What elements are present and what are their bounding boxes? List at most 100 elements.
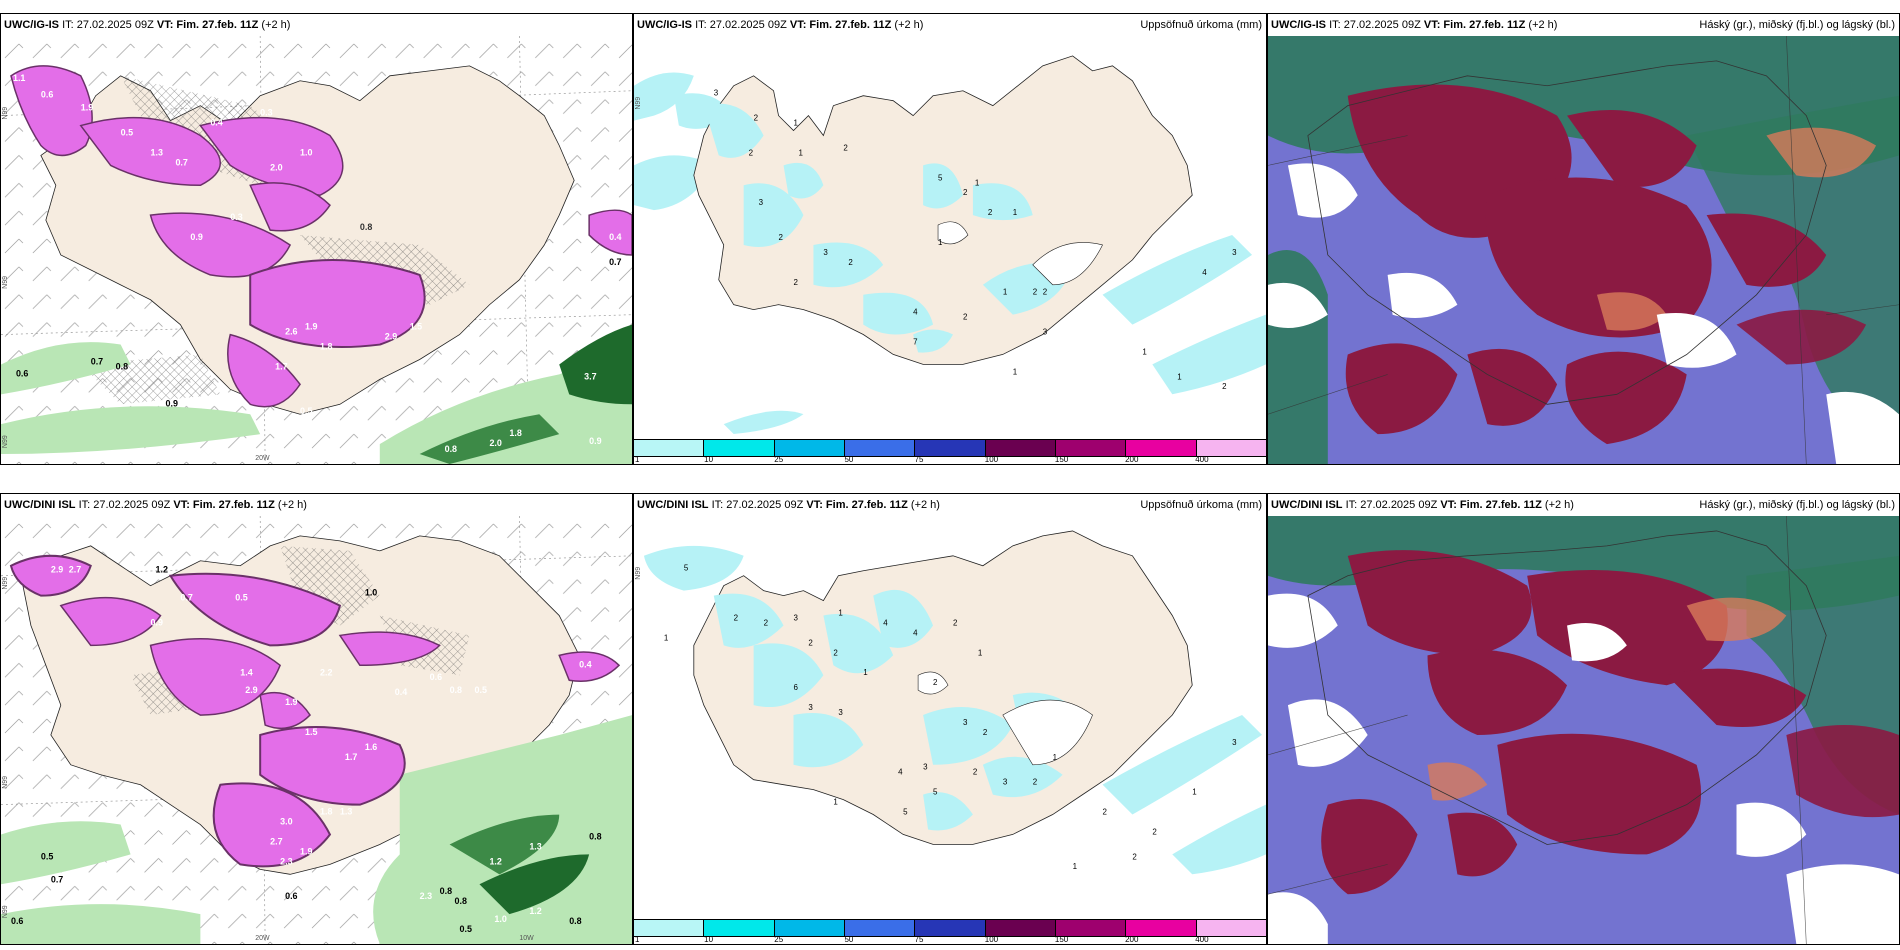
header-offset: (+2 h) bbox=[277, 499, 307, 511]
header-vt: Fim. 27.feb. 11Z bbox=[1443, 19, 1526, 31]
header-vt-label: VT: bbox=[156, 19, 174, 31]
value-label: 3 bbox=[714, 89, 719, 98]
value-label: 0.5 bbox=[460, 924, 472, 934]
value-label: 2.6 bbox=[285, 327, 297, 337]
lat-label: N99 bbox=[2, 905, 9, 918]
value-label: 0.7 bbox=[51, 874, 63, 884]
colorbar-label: 150 bbox=[1054, 455, 1069, 464]
value-label: 2.3 bbox=[280, 856, 292, 866]
value-label: 3 bbox=[923, 763, 928, 772]
header-title: Uppsöfnuð úrkoma (mm) bbox=[1140, 19, 1262, 31]
cloud-map-svg bbox=[1268, 36, 1899, 464]
value-label: 1 bbox=[793, 119, 798, 128]
value-label: 0.8 bbox=[116, 361, 128, 371]
value-label: 1.5 bbox=[305, 727, 317, 737]
colorbar-cell bbox=[774, 440, 845, 456]
colorbar-cell bbox=[1055, 440, 1127, 456]
value-label: 7 bbox=[913, 337, 918, 346]
lat-label: N99 bbox=[2, 577, 9, 590]
value-label: 1 bbox=[1053, 753, 1058, 762]
colorbar-cell bbox=[1126, 440, 1197, 456]
header-model: UWC/DINI ISL bbox=[4, 499, 76, 511]
value-label: 1 bbox=[798, 148, 803, 157]
panel-header: UWC/DINI ISL IT: 27.02.2025 09Z VT: Fim.… bbox=[1, 494, 632, 516]
header-it: IT: 27.02.2025 09Z bbox=[711, 499, 804, 511]
value-label: 1 bbox=[1073, 862, 1078, 871]
colorbar-label: 75 bbox=[914, 455, 924, 464]
panel-header: UWC/IG-IS IT: 27.02.2025 09Z VT: Fim. 27… bbox=[1268, 14, 1899, 36]
accum-map: 5 2 1 2 3 2 1 6 3 4 2 1 3 4 2 1 2 3 5 2 bbox=[634, 516, 1266, 920]
value-label: 0.4 bbox=[609, 232, 621, 242]
iceland-land bbox=[693, 55, 1193, 365]
precip-map: 2.9 2.7 1.2 1.0 0.7 0.5 1.4 2.9 1.9 2.2 … bbox=[1, 516, 632, 944]
value-label: 0.5 bbox=[474, 685, 486, 695]
colorbar-label: 50 bbox=[844, 455, 854, 464]
value-label: 2 bbox=[749, 148, 754, 157]
value-label: 1.7 bbox=[275, 361, 287, 371]
cloud-map bbox=[1268, 36, 1899, 464]
colorbar-label: 400 bbox=[1195, 455, 1209, 464]
header-model: UWC/DINI ISL bbox=[637, 499, 709, 511]
value-label: 1.2 bbox=[489, 856, 501, 866]
value-label: 1 bbox=[938, 238, 943, 247]
value-label: 4 bbox=[913, 308, 918, 317]
value-label: 0.6 bbox=[41, 90, 53, 100]
value-label: 2 bbox=[833, 648, 838, 657]
value-label: 1.9 bbox=[285, 697, 297, 707]
colorbar-label: 200 bbox=[1125, 935, 1139, 944]
value-label: 3 bbox=[759, 198, 764, 207]
colorbar-label: 200 bbox=[1125, 455, 1139, 464]
value-label: 1.3 bbox=[340, 807, 352, 817]
value-label: 0.3 bbox=[260, 108, 272, 118]
value-label: 3 bbox=[793, 613, 798, 622]
header-vt-label: VT: bbox=[173, 499, 190, 511]
colorbar-cell bbox=[634, 920, 705, 936]
value-label: 1.5 bbox=[410, 322, 422, 332]
header-model: UWC/IG-IS bbox=[637, 19, 692, 31]
value-label: 5 bbox=[903, 808, 908, 817]
colorbar-label: 100 bbox=[984, 935, 999, 944]
header-offset: (+2 h) bbox=[910, 499, 940, 511]
value-label: 5 bbox=[684, 564, 689, 573]
lon-label: 20W bbox=[255, 455, 270, 462]
header-title: Háský (gr.), miðský (fj.bl.) og lágský (… bbox=[1699, 19, 1895, 31]
value-label: 2.7 bbox=[69, 565, 81, 575]
colorbar-cell bbox=[704, 440, 775, 456]
panel-header: UWC/DINI ISL IT: 27.02.2025 09Z VT: Fim.… bbox=[634, 494, 1266, 516]
panel-ig-accum: UWC/IG-IS IT: 27.02.2025 09Z VT: Fim. 27… bbox=[633, 13, 1267, 465]
lat-label: N99 bbox=[2, 107, 9, 120]
header-it: IT: 27.02.2025 09Z bbox=[1329, 19, 1421, 31]
header-vt-label: VT: bbox=[806, 499, 823, 511]
value-label: 2 bbox=[1043, 288, 1048, 297]
value-label: 2.9 bbox=[51, 565, 63, 575]
value-label: 1.2 bbox=[529, 906, 541, 916]
value-label: 0.7 bbox=[91, 356, 103, 366]
value-label: 1 bbox=[975, 178, 980, 187]
colorbar-cell bbox=[1126, 920, 1197, 936]
value-label: 2 bbox=[1152, 827, 1157, 836]
value-label: 1.9 bbox=[305, 322, 317, 332]
header-vt: Fim. 27.feb. 11Z bbox=[192, 499, 275, 511]
colorbar-label: 150 bbox=[1054, 935, 1069, 944]
value-label: 2.0 bbox=[270, 162, 282, 172]
value-label: 1.7 bbox=[345, 752, 357, 762]
value-label: 0.7 bbox=[175, 157, 187, 167]
lat-label: N99 bbox=[2, 435, 9, 448]
value-label: 2 bbox=[963, 188, 968, 197]
colorbar-label: 25 bbox=[774, 935, 784, 944]
value-label: 1.4 bbox=[240, 667, 252, 677]
panel-header: UWC/IG-IS IT: 27.02.2025 09Z VT: Fim. 27… bbox=[1, 14, 632, 36]
value-label: 2 bbox=[1222, 382, 1227, 391]
value-label: 0.7 bbox=[180, 593, 192, 603]
value-label: 2 bbox=[843, 143, 848, 152]
value-label: 2 bbox=[848, 258, 853, 267]
value-label: 1 bbox=[833, 798, 838, 807]
header-title: Uppsöfnuð úrkoma (mm) bbox=[1140, 499, 1262, 511]
value-label: 2 bbox=[1103, 808, 1108, 817]
value-label: 0.5 bbox=[121, 128, 133, 138]
value-label: 0.9 bbox=[589, 436, 601, 446]
value-label: 3 bbox=[1043, 328, 1048, 337]
value-label: 0.3 bbox=[230, 212, 242, 222]
value-label: 2 bbox=[808, 638, 813, 647]
value-label: 1 bbox=[1192, 788, 1197, 797]
